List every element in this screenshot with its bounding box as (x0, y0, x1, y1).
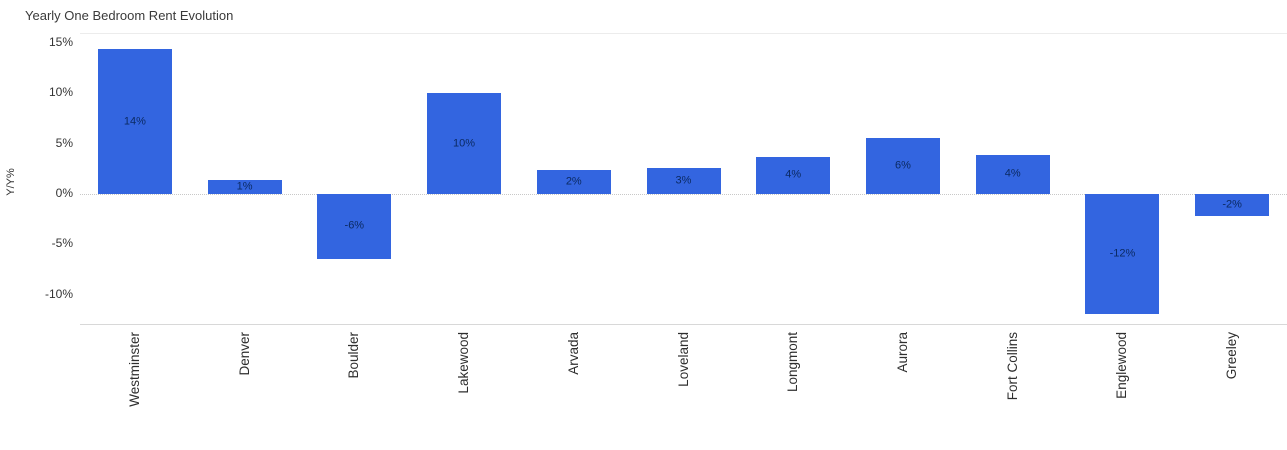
bar-value-label: -2% (1222, 199, 1242, 211)
bar-greeley[interactable]: -2% (1195, 194, 1270, 217)
bar-denver[interactable]: 1% (207, 180, 282, 195)
zero-gridline (80, 194, 1287, 196)
y-tick-label: -10% (44, 286, 73, 301)
bar-longmont[interactable]: 4% (756, 156, 831, 195)
bar-aurora[interactable]: 6% (865, 137, 940, 195)
x-tick-label-longmont: Longmont (785, 332, 801, 393)
y-tick-label: 0% (55, 186, 73, 201)
bar-loveland[interactable]: 3% (646, 167, 721, 195)
bar-value-label: 4% (785, 169, 802, 181)
x-tick-label-boulder: Boulder (346, 332, 362, 379)
x-tick-label-denver: Denver (236, 332, 252, 376)
bar-value-label: -12% (1109, 248, 1136, 260)
y-tick-label: 15% (48, 35, 73, 50)
x-tick-label-englewood: Englewood (1114, 332, 1130, 399)
x-tick-label-westminster: Westminster (126, 332, 142, 407)
x-axis: Westminster Denver Boulder Lakewood Arvada Lo… (80, 324, 1287, 450)
x-tick-label-lakewood: Lakewood (456, 332, 472, 394)
bar-value-label: 3% (675, 175, 692, 187)
chart-title: Yearly One Bedroom Rent Evolution (25, 8, 234, 23)
x-tick-label-greeley: Greeley (1224, 332, 1240, 380)
y-tick-label: -5% (51, 236, 73, 251)
x-tick-label-loveland: Loveland (675, 332, 691, 387)
y-tick-label: 5% (55, 135, 73, 150)
bar-value-label: 10% (453, 138, 476, 150)
bar-fort-collins[interactable]: 4% (975, 154, 1050, 195)
bar-arvada[interactable]: 2% (536, 169, 611, 195)
bar-westminster[interactable]: 14% (97, 49, 172, 195)
x-tick-label-aurora: Aurora (894, 332, 910, 373)
bar-value-label: 2% (565, 176, 582, 188)
bar-value-label: 4% (1004, 168, 1021, 180)
plot-area: 14% 1% -6% 10% 2% 3% 4% 6% 4% -12% -2% (80, 33, 1287, 325)
x-tick-label-arvada: Arvada (565, 332, 581, 375)
bar-boulder[interactable]: -6% (317, 194, 392, 259)
y-axis: 15% 10% 5% 0% -5% -10% (0, 0, 75, 450)
y-tick-label: 10% (48, 85, 73, 100)
bar-value-label: 14% (123, 116, 146, 128)
bar-value-label: -6% (344, 220, 365, 232)
bar-value-label: 1% (236, 181, 253, 193)
bar-value-label: 6% (895, 160, 911, 172)
bar-lakewood[interactable]: 10% (427, 93, 502, 195)
bar-englewood[interactable]: -12% (1085, 194, 1160, 314)
x-tick-label-fort-collins: Fort Collins (1004, 332, 1020, 401)
